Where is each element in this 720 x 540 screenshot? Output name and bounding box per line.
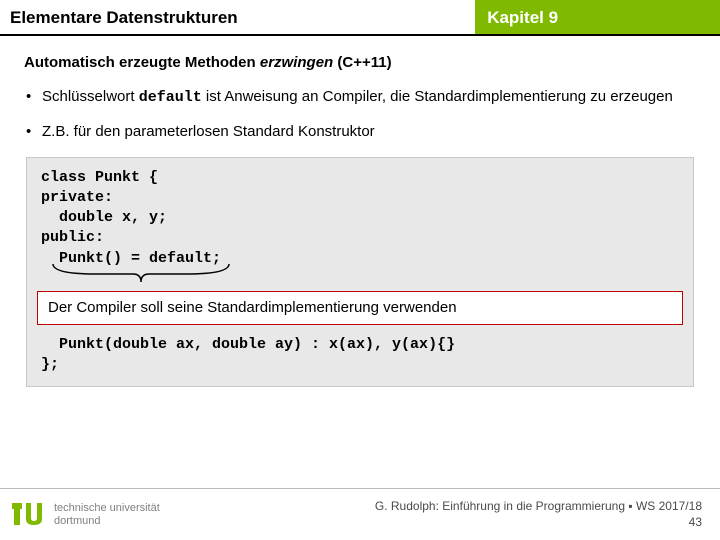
annotation-box: Der Compiler soll seine Standardimplemen… <box>37 291 683 325</box>
bullet-text: Schlüsselwort <box>42 88 139 105</box>
university-logo: technische universität dortmund <box>10 497 160 533</box>
subtitle-suffix: (C++11) <box>333 54 391 71</box>
university-name: technische universität dortmund <box>54 502 160 526</box>
curly-brace-icon <box>51 262 231 284</box>
slide-content: Automatisch erzeugte Methoden erzwingen … <box>0 36 720 387</box>
header-chapter: Kapitel 9 <box>475 0 720 34</box>
slide-credit: G. Rudolph: Einführung in die Programmie… <box>375 499 702 530</box>
tu-logo-icon <box>10 497 46 533</box>
credit-text: G. Rudolph: Einführung in die Programmie… <box>375 499 702 515</box>
code-line: public: <box>41 228 679 248</box>
code-line: Punkt(double ax, double ay) : x(ax), y(a… <box>41 335 679 355</box>
header-topic: Elementare Datenstrukturen <box>0 0 475 34</box>
subtitle-prefix: Automatisch erzeugte Methoden <box>24 54 260 71</box>
slide-footer: technische universität dortmund G. Rudol… <box>0 488 720 540</box>
code-block: class Punkt { private: double x, y; publ… <box>26 157 694 387</box>
code-line: private: <box>41 188 679 208</box>
bullet-text: ist Anweisung an Compiler, die Standardi… <box>202 88 673 105</box>
section-subtitle: Automatisch erzeugte Methoden erzwingen … <box>24 54 696 71</box>
uni-line1: technische universität <box>54 502 160 514</box>
code-line: double x, y; <box>41 208 679 228</box>
bullet-item: Z.B. für den parameterlosen Standard Kon… <box>24 122 696 142</box>
inline-code: default <box>139 89 202 106</box>
code-line: }; <box>41 355 679 375</box>
bullet-text: Z.B. für den parameterlosen Standard Kon… <box>42 123 375 140</box>
subtitle-italic: erzwingen <box>260 54 333 71</box>
bullet-item: Schlüsselwort default ist Anweisung an C… <box>24 87 696 108</box>
slide-header: Elementare Datenstrukturen Kapitel 9 <box>0 0 720 36</box>
uni-line2: dortmund <box>54 515 160 527</box>
code-line: class Punkt { <box>41 168 679 188</box>
page-number: 43 <box>375 515 702 531</box>
